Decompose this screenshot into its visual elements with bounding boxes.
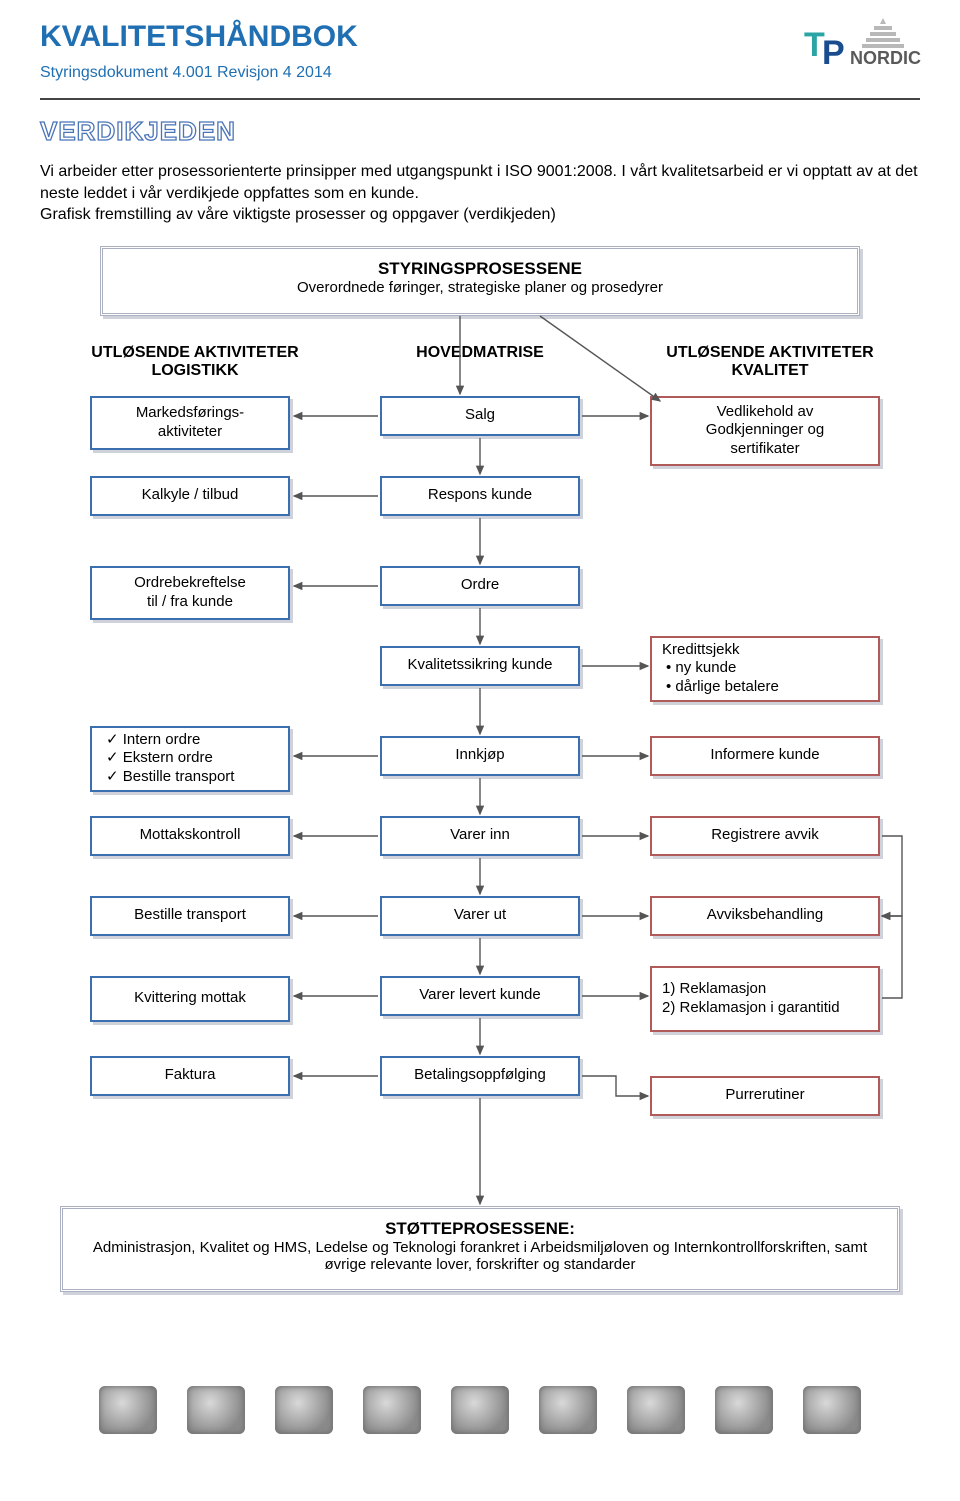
- footer-chip: [99, 1386, 157, 1434]
- intro-line-2: Grafisk fremstilling av våre viktigste p…: [40, 206, 556, 223]
- footer-product-images: [0, 1386, 960, 1434]
- logo: T P NORDIC: [750, 18, 930, 74]
- footer-chip: [275, 1386, 333, 1434]
- flow-node-C5: Innkjøp: [380, 736, 580, 776]
- footer-chip: [363, 1386, 421, 1434]
- banner-topBanner: STYRINGSPROSESSENEOverordnede føringer, …: [100, 246, 860, 316]
- logo-icon: T P NORDIC: [750, 18, 930, 74]
- banner-title: STØTTEPROSESSENE:: [77, 1219, 883, 1239]
- section-title-text: VERDIKJEDEN: [40, 116, 236, 146]
- logo-text: NORDIC: [850, 48, 921, 68]
- column-header-colL: UTLØSENDE AKTIVITETERLOGISTIKK: [70, 344, 320, 380]
- flow-node-C3: Ordre: [380, 566, 580, 606]
- page-header: KVALITETSHÅNDBOK Styringsdokument 4.001 …: [0, 0, 960, 92]
- flow-node-L5: Mottakskontroll: [90, 816, 290, 856]
- intro-line-1: Vi arbeider etter prosessorienterte prin…: [40, 163, 918, 202]
- footer-chip: [803, 1386, 861, 1434]
- flow-node-R4: Registrere avvik: [650, 816, 880, 856]
- flow-node-C1: Salg: [380, 396, 580, 436]
- flow-node-R2: Kredittsjekkny kundedårlige betalere: [650, 636, 880, 702]
- flow-node-L1: Markedsførings-aktiviteter: [90, 396, 290, 450]
- footer-chip: [627, 1386, 685, 1434]
- banner-subtitle: Overordnede føringer, strategiske planer…: [117, 279, 843, 296]
- flow-node-C8: Varer levert kunde: [380, 976, 580, 1016]
- banner-subtitle: Administrasjon, Kvalitet og HMS, Ledelse…: [77, 1239, 883, 1273]
- intro-paragraph: Vi arbeider etter prosessorienterte prin…: [40, 161, 920, 226]
- flow-node-L4: Intern ordreEkstern ordreBestille transp…: [90, 726, 290, 792]
- flow-node-C4: Kvalitetssikring kunde: [380, 646, 580, 686]
- flowchart-canvas: STYRINGSPROSESSENEOverordnede føringer, …: [40, 246, 920, 1306]
- flow-node-C7: Varer ut: [380, 896, 580, 936]
- footer-chip: [451, 1386, 509, 1434]
- flow-node-L6: Bestille transport: [90, 896, 290, 936]
- header-rule: [40, 98, 920, 100]
- flow-node-L3: Ordrebekreftelsetil / fra kunde: [90, 566, 290, 620]
- banner-title: STYRINGSPROSESSENE: [117, 259, 843, 279]
- flow-node-L8: Faktura: [90, 1056, 290, 1096]
- flow-node-C2: Respons kunde: [380, 476, 580, 516]
- banner-bottomBanner: STØTTEPROSESSENE:Administrasjon, Kvalite…: [60, 1206, 900, 1292]
- flow-node-R1: Vedlikehold avGodkjenninger ogsertifikat…: [650, 396, 880, 466]
- flow-node-L2: Kalkyle / tilbud: [90, 476, 290, 516]
- footer-chip: [539, 1386, 597, 1434]
- flow-node-R3: Informere kunde: [650, 736, 880, 776]
- flow-node-C6: Varer inn: [380, 816, 580, 856]
- column-header-colC: HOVEDMATRISE: [380, 344, 580, 362]
- flow-node-R7: Purrerutiner: [650, 1076, 880, 1116]
- column-header-colR: UTLØSENDE AKTIVITETERKVALITET: [640, 344, 900, 380]
- svg-text:P: P: [822, 34, 845, 72]
- section-heading: VERDIKJEDEN: [40, 116, 920, 147]
- footer-chip: [187, 1386, 245, 1434]
- flow-node-R6: 1) Reklamasjon2) Reklamasjon i garantiti…: [650, 966, 880, 1032]
- flow-node-L7: Kvittering mottak: [90, 976, 290, 1022]
- footer-chip: [715, 1386, 773, 1434]
- flow-node-C9: Betalingsoppfølging: [380, 1056, 580, 1096]
- flow-node-R5: Avviksbehandling: [650, 896, 880, 936]
